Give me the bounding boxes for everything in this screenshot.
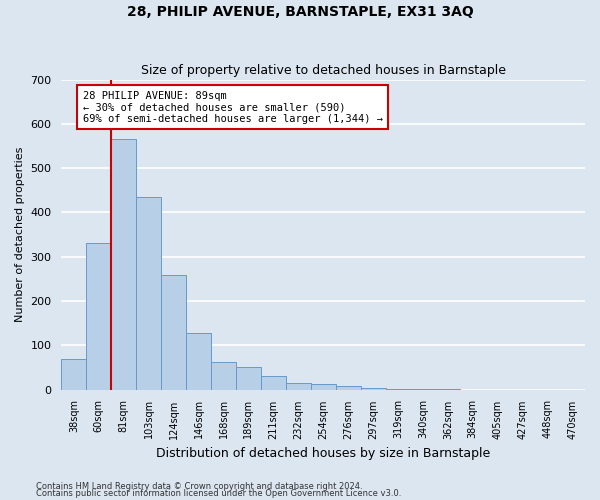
Bar <box>335 386 361 390</box>
Text: Contains HM Land Registry data © Crown copyright and database right 2024.: Contains HM Land Registry data © Crown c… <box>36 482 362 491</box>
Bar <box>136 197 161 390</box>
Bar <box>386 388 410 390</box>
Bar <box>361 388 386 390</box>
Bar <box>86 244 111 390</box>
Y-axis label: Number of detached properties: Number of detached properties <box>15 147 25 322</box>
X-axis label: Distribution of detached houses by size in Barnstaple: Distribution of detached houses by size … <box>156 447 490 460</box>
Bar <box>186 334 211 390</box>
Bar <box>236 366 261 390</box>
Bar <box>286 383 311 390</box>
Bar <box>61 358 86 390</box>
Bar <box>211 362 236 390</box>
Text: 28 PHILIP AVENUE: 89sqm
← 30% of detached houses are smaller (590)
69% of semi-d: 28 PHILIP AVENUE: 89sqm ← 30% of detache… <box>83 90 383 124</box>
Bar <box>261 376 286 390</box>
Title: Size of property relative to detached houses in Barnstaple: Size of property relative to detached ho… <box>141 64 506 77</box>
Bar <box>161 276 186 390</box>
Bar <box>111 140 136 390</box>
Bar <box>311 384 335 390</box>
Text: Contains public sector information licensed under the Open Government Licence v3: Contains public sector information licen… <box>36 490 401 498</box>
Text: 28, PHILIP AVENUE, BARNSTAPLE, EX31 3AQ: 28, PHILIP AVENUE, BARNSTAPLE, EX31 3AQ <box>127 5 473 19</box>
